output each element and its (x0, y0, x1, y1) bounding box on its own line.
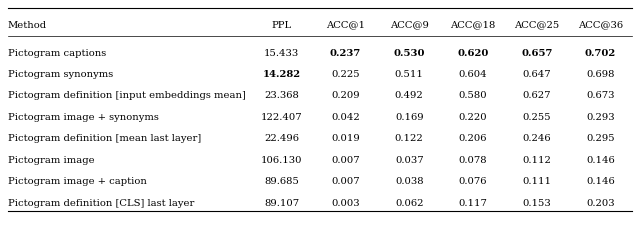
Text: Pictogram synonyms: Pictogram synonyms (8, 70, 113, 79)
Text: ACC@36: ACC@36 (578, 20, 623, 29)
Text: 23.368: 23.368 (264, 91, 299, 100)
Text: 0.246: 0.246 (522, 134, 551, 143)
Text: 0.220: 0.220 (459, 112, 487, 121)
Text: 0.062: 0.062 (395, 198, 424, 207)
Text: Pictogram captions: Pictogram captions (8, 48, 106, 57)
Text: 0.673: 0.673 (586, 91, 614, 100)
Text: 89.107: 89.107 (264, 198, 300, 207)
Text: 0.146: 0.146 (586, 155, 615, 164)
Text: 0.647: 0.647 (522, 70, 551, 79)
Text: 0.111: 0.111 (522, 176, 551, 185)
Text: 0.007: 0.007 (331, 155, 360, 164)
Text: ACC@25: ACC@25 (514, 20, 559, 29)
Text: 0.122: 0.122 (395, 134, 424, 143)
Text: 0.511: 0.511 (395, 70, 424, 79)
Text: 0.293: 0.293 (586, 112, 615, 121)
Text: ACC@9: ACC@9 (390, 20, 429, 29)
Text: Pictogram image: Pictogram image (8, 155, 94, 164)
Text: 0.206: 0.206 (459, 134, 487, 143)
Text: 89.685: 89.685 (264, 176, 299, 185)
Text: 0.003: 0.003 (331, 198, 360, 207)
Text: 0.203: 0.203 (586, 198, 615, 207)
Text: 0.657: 0.657 (521, 48, 552, 57)
Text: 0.037: 0.037 (395, 155, 424, 164)
Text: 22.496: 22.496 (264, 134, 300, 143)
Text: 0.209: 0.209 (331, 91, 360, 100)
Text: 0.112: 0.112 (522, 155, 551, 164)
Text: Method: Method (8, 20, 47, 29)
Text: 0.627: 0.627 (522, 91, 551, 100)
Text: 0.019: 0.019 (331, 134, 360, 143)
Text: 0.620: 0.620 (458, 48, 489, 57)
Text: Pictogram definition [input embeddings mean]: Pictogram definition [input embeddings m… (8, 91, 246, 100)
Text: 0.146: 0.146 (586, 176, 615, 185)
Text: ACC@1: ACC@1 (326, 20, 365, 29)
Text: 0.076: 0.076 (459, 176, 487, 185)
Text: 0.604: 0.604 (459, 70, 487, 79)
Text: ACC@18: ACC@18 (451, 20, 495, 29)
Text: 0.225: 0.225 (331, 70, 360, 79)
Text: 122.407: 122.407 (261, 112, 303, 121)
Text: 0.117: 0.117 (458, 198, 488, 207)
Text: 0.042: 0.042 (331, 112, 360, 121)
Text: 0.702: 0.702 (585, 48, 616, 57)
Text: 0.492: 0.492 (395, 91, 424, 100)
Text: 0.237: 0.237 (330, 48, 361, 57)
Text: 0.169: 0.169 (395, 112, 424, 121)
Text: 0.078: 0.078 (459, 155, 487, 164)
Text: 0.255: 0.255 (522, 112, 551, 121)
Text: 15.433: 15.433 (264, 48, 300, 57)
Text: 0.580: 0.580 (459, 91, 487, 100)
Text: 0.038: 0.038 (395, 176, 424, 185)
Text: 14.282: 14.282 (262, 70, 301, 79)
Text: 0.153: 0.153 (522, 198, 551, 207)
Text: Pictogram definition [CLS] last layer: Pictogram definition [CLS] last layer (8, 198, 194, 207)
Text: PPL: PPL (272, 20, 292, 29)
Text: 0.295: 0.295 (586, 134, 615, 143)
Text: 0.007: 0.007 (331, 176, 360, 185)
Text: Pictogram image + synonyms: Pictogram image + synonyms (8, 112, 159, 121)
Text: 106.130: 106.130 (261, 155, 303, 164)
Text: Pictogram definition [mean last layer]: Pictogram definition [mean last layer] (8, 134, 201, 143)
Text: Pictogram image + caption: Pictogram image + caption (8, 176, 147, 185)
Text: 0.698: 0.698 (586, 70, 614, 79)
Text: 0.530: 0.530 (394, 48, 425, 57)
